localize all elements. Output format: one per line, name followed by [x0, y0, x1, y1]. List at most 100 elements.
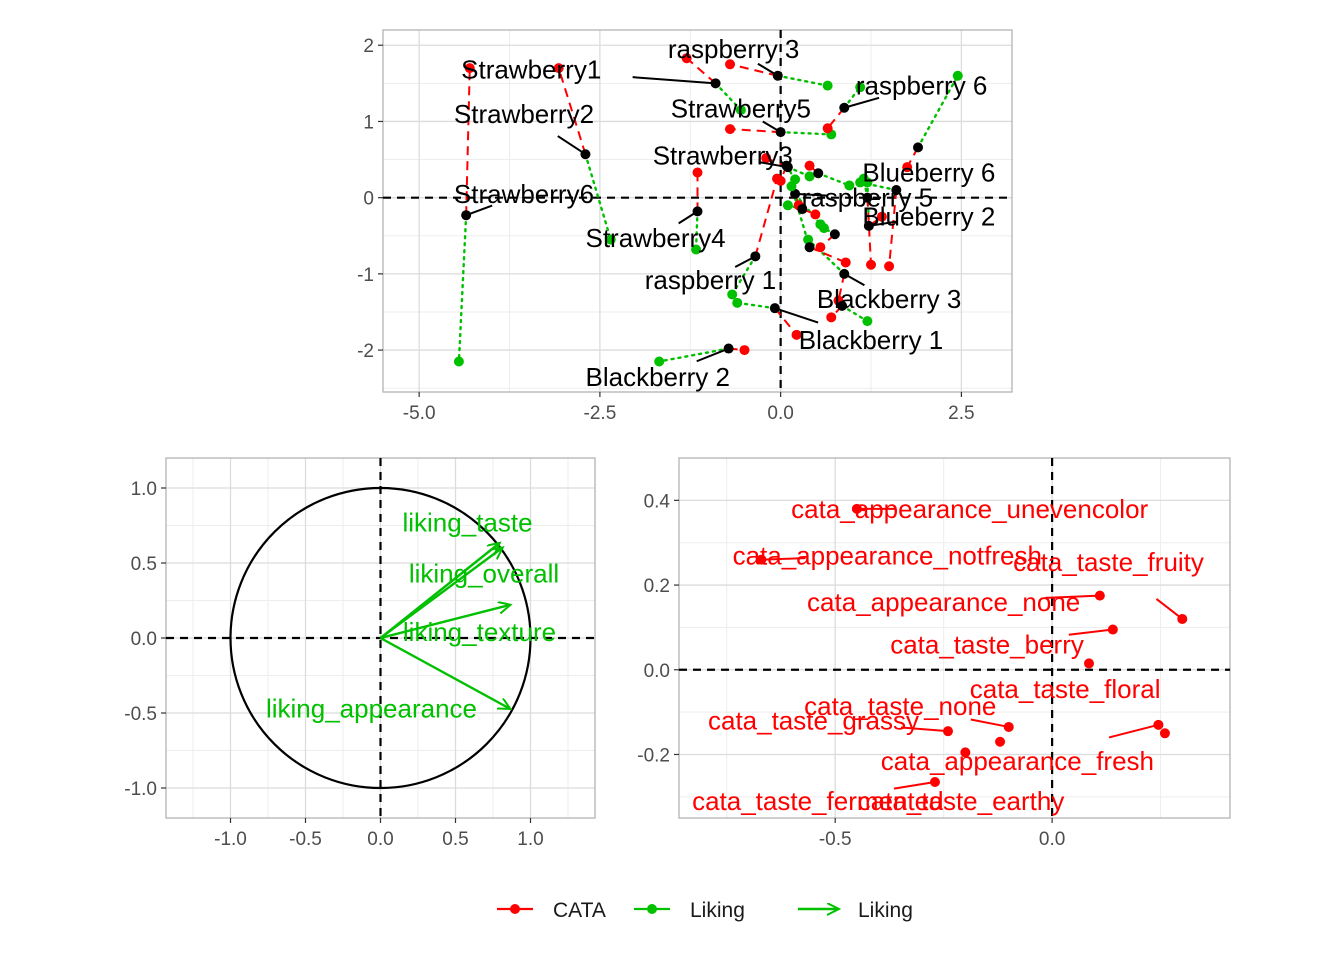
liking-link-line	[776, 74, 829, 87]
cata-attribute-label: cata_taste_berry	[890, 629, 1084, 659]
y-tick-label: -2	[357, 341, 374, 362]
cata-point	[791, 329, 802, 340]
product-label: Strawberry4	[585, 223, 725, 253]
cata-attribute-point	[942, 726, 953, 737]
liking-arrow	[379, 548, 503, 639]
cata-attribute-point	[756, 554, 767, 565]
liking-point	[732, 297, 743, 308]
x-tick-label: -0.5	[289, 829, 322, 850]
liking-point	[819, 223, 830, 234]
cata-point	[822, 123, 833, 134]
cata-point	[775, 175, 786, 186]
cata-attribute-point	[1003, 721, 1014, 732]
liking-link-line	[457, 213, 468, 363]
consensus-map-panel: -5.0 -2.5 0.0 2.5 -2 -1 0 1 2 Strawberry1 Strawber…	[357, 29, 1013, 424]
cata-point	[840, 257, 851, 268]
x-tick-label: 0.5	[442, 829, 468, 850]
cata-attribute-point	[1083, 658, 1094, 669]
product-label: Strawberry3	[653, 141, 793, 171]
label-leader-line	[1108, 723, 1159, 739]
liking-correlation-circle-panel: -1.0 -0.5 0.0 0.5 1.0 -1.0 -0.5 0.0 0.5 1.0 liking…	[124, 457, 596, 850]
y-tick-label: -1.0	[124, 779, 157, 800]
cata-attribute-label: cata_taste_earthy	[858, 786, 1065, 816]
label-leader-line	[868, 220, 897, 227]
panel-border	[382, 29, 1013, 393]
y-tick-label: 1.0	[131, 479, 157, 500]
x-tick-label: -0.5	[819, 829, 852, 850]
label-leader-line	[893, 781, 936, 790]
liking-link-line	[584, 153, 612, 241]
liking-point	[855, 177, 866, 188]
cata-attribute-label: cata_taste_grassy	[708, 706, 919, 736]
label-leader-line	[900, 726, 949, 733]
cata-attributes-panel: -0.5 0.0 -0.2 0.0 0.2 0.4 cata_appearance_unev…	[637, 457, 1231, 850]
y-tick-label: 0.2	[644, 576, 670, 597]
liking-link-line	[694, 210, 699, 251]
product-label: raspberry 3	[668, 34, 800, 64]
y-tick-label: 0.0	[644, 661, 670, 682]
x-tick-label: 0.0	[367, 829, 393, 850]
cata-link-line	[729, 128, 781, 134]
cata-attribute-point	[851, 503, 862, 514]
liking-point	[862, 316, 873, 327]
cata-point	[810, 209, 821, 220]
cata-point	[725, 59, 736, 70]
panel-border	[678, 457, 1231, 819]
cata-point	[692, 167, 703, 178]
cata-point	[884, 261, 895, 272]
label-leader-line	[1068, 628, 1113, 636]
liking-point	[803, 234, 814, 245]
legend-key-point	[647, 904, 657, 914]
cata-point	[553, 63, 564, 74]
legend: CATA Liking Liking	[497, 899, 913, 922]
product-label: raspberry 6	[856, 71, 988, 101]
cata-attribute-label: cata_appearance_unevencolor	[791, 494, 1148, 524]
y-tick-label: -1	[357, 265, 374, 286]
liking-point	[453, 356, 464, 367]
liking-link-line	[817, 172, 851, 187]
label-leader-line	[557, 135, 586, 156]
y-tick-label: 0.5	[131, 554, 157, 575]
liking-arrow	[380, 605, 510, 640]
cata-attribute-label: cata_appearance_none	[807, 587, 1080, 617]
label-leader-line	[843, 96, 880, 109]
unit-circle	[229, 486, 532, 790]
x-tick-label: -1.0	[214, 829, 247, 850]
cata-link-line	[866, 197, 873, 265]
cata-point	[866, 259, 877, 270]
consensus-point	[862, 192, 873, 203]
label-leader-line	[465, 204, 493, 217]
liking-point	[855, 82, 866, 93]
product-label: raspberry 1	[645, 265, 777, 295]
cata-attribute-label: cata_appearance_notfresh	[733, 540, 1042, 570]
product-label: Strawberry1	[461, 55, 601, 85]
x-tick-label: 1.0	[517, 829, 543, 850]
cata-link-line	[774, 307, 798, 336]
product-label: Strawberry2	[454, 99, 594, 129]
liking-point	[782, 200, 793, 211]
consensus-point	[829, 229, 840, 240]
cata-attribute-point	[960, 747, 971, 758]
liking-link-line	[731, 255, 757, 296]
cata-attribute-point	[1153, 719, 1164, 730]
label-leader-line	[761, 557, 806, 561]
cata-point	[681, 53, 692, 64]
y-tick-label: 0	[363, 189, 374, 210]
liking-link-line	[779, 130, 833, 136]
label-leader-line	[774, 307, 819, 324]
label-leader-line	[632, 76, 716, 85]
y-tick-label: 2	[363, 36, 374, 57]
label-leader-line	[757, 62, 779, 77]
product-label: Blueberry 2	[862, 202, 995, 232]
liking-point	[844, 180, 855, 191]
cata-point	[761, 153, 772, 164]
legend-label: CATA	[553, 899, 606, 922]
liking-link-line	[916, 74, 959, 149]
liking-point	[786, 181, 797, 192]
cata-link-line	[685, 57, 717, 85]
label-leader-line	[970, 718, 1009, 728]
liking-link-line	[840, 304, 869, 323]
product-label: Blueberry 6	[862, 158, 995, 188]
y-tick-label: 1	[363, 112, 374, 133]
product-label: raspberry 5	[802, 183, 934, 213]
